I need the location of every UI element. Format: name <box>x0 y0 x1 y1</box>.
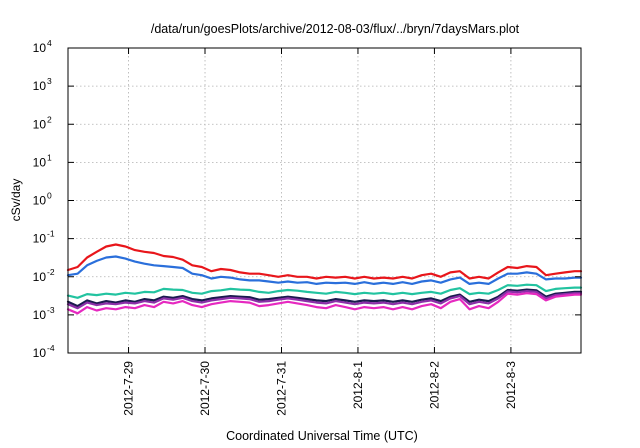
y-tick-exponent: 1 <box>47 152 52 162</box>
y-tick-label: 10 <box>33 194 47 208</box>
series-line-3 <box>66 283 583 299</box>
y-tick-label: 10 <box>33 155 47 169</box>
y-tick-label: 10 <box>33 346 47 360</box>
series-lines <box>66 243 583 315</box>
y-tick-label: 10 <box>33 270 47 284</box>
y-tick-exponent: 0 <box>47 191 52 201</box>
x-axis-ticks: 2012-7-29 2012-7-30 2012-7-31 2012-8-1 2012-… <box>122 48 518 416</box>
y-axis-label: cSv/day <box>9 179 23 222</box>
y-tick-exponent: -2 <box>47 267 55 277</box>
y-tick-exponent: -1 <box>47 229 55 239</box>
series-line-1 <box>66 243 583 280</box>
x-tick-label: 2012-8-2 <box>427 361 441 409</box>
y-tick-label: 10 <box>33 117 47 131</box>
series-line-6 <box>66 292 583 315</box>
y-tick-exponent: -3 <box>47 305 55 315</box>
y-tick-exponent: 3 <box>47 76 52 86</box>
x-tick-label: 2012-7-31 <box>274 361 288 416</box>
y-tick-label: 10 <box>33 232 47 246</box>
y-tick-exponent: -4 <box>47 343 55 353</box>
x-tick-label: 2012-8-3 <box>504 361 518 409</box>
series-line-4 <box>66 288 583 308</box>
y-tick-exponent: 4 <box>47 38 52 48</box>
y-tick-label: 10 <box>33 41 47 55</box>
y-tick-exponent: 2 <box>47 114 52 124</box>
series-line-2 <box>66 255 583 285</box>
x-tick-label: 2012-7-30 <box>198 361 212 416</box>
series-line-5 <box>66 290 583 310</box>
y-tick-label: 10 <box>33 79 47 93</box>
x-axis-label: Coordinated Universal Time (UTC) <box>226 429 418 443</box>
chart-title: /data/run/goesPlots/archive/2012-08-03/f… <box>151 22 520 36</box>
y-tick-label: 10 <box>33 308 47 322</box>
x-tick-label: 2012-7-29 <box>122 361 136 416</box>
x-tick-label: 2012-8-1 <box>351 361 365 409</box>
